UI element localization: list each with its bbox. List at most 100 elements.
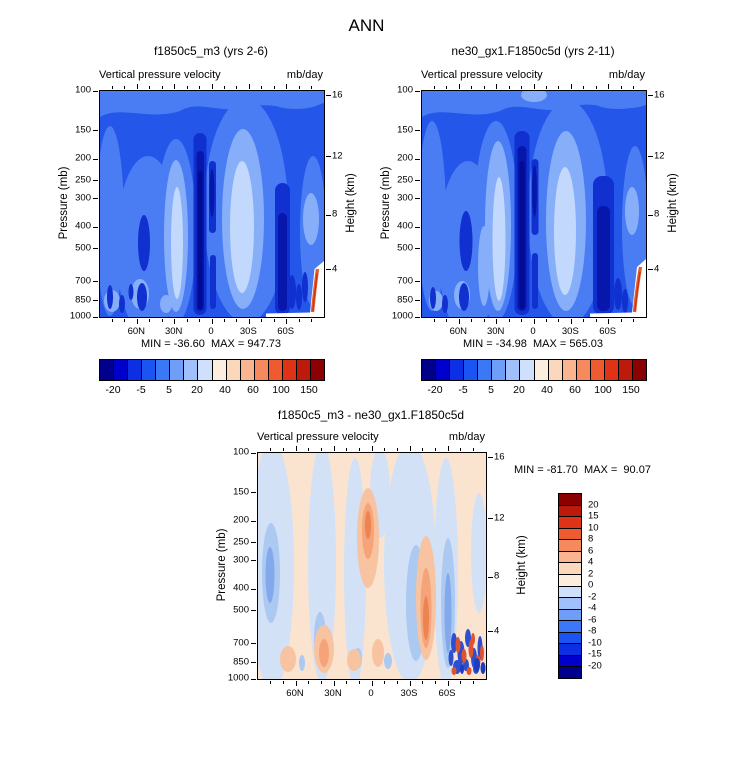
panel1-contour-plot [93,83,331,325]
colorbar-cell [559,644,581,656]
axis-tick [447,445,449,452]
colorbar-label: 20 [513,384,525,396]
colorbar-cell [559,632,581,645]
latitude-tick-label: 30S [239,326,257,337]
panel1-title: f1850c5_m3 (yrs 2-6) [153,44,269,58]
pressure-tick-label: 100 [233,446,249,458]
latitude-tick-label: 30S [561,326,579,337]
colorbar-label: 10 [588,522,599,533]
axis-tick [483,318,485,322]
axis-tick [415,90,421,92]
axis-tick [124,86,126,90]
height-tick-label: 16 [654,89,665,101]
axis-tick [186,318,188,322]
panel3-title: f1850c5_m3 - ne30_gx1.F1850c5d [277,408,465,422]
height-tick-label: 12 [332,150,343,162]
panel3-min-max-stats: MIN = -81.70 MAX = 90.07 [514,464,651,476]
axis-tick [111,86,113,90]
panel3-latitude-axis: 60N 30N 0 30S 60S [257,688,485,700]
colorbar-label: 6 [588,545,594,556]
pressure-tick-label: 400 [233,582,249,594]
axis-tick [93,281,99,283]
axis-tick [487,631,493,633]
axis-tick [273,318,275,322]
axis-tick [161,86,163,90]
colorbar-cell [492,360,507,380]
axis-tick [533,83,535,90]
colorbar-cell [506,360,521,380]
colorbar-cell [559,517,581,529]
axis-tick [647,156,653,158]
colorbar-cell [548,360,563,380]
pressure-tick-label: 500 [233,604,249,616]
axis-tick [308,448,310,452]
axis-tick [647,269,653,271]
pressure-tick-label: 250 [233,536,249,548]
axis-tick [422,680,424,684]
colorbar-label: -5 [458,384,468,396]
height-tick-label: 12 [494,512,505,524]
pressure-tick-label: 850 [397,294,413,306]
axis-tick [558,318,560,322]
panel2-pressure-axis-title: Pressure (mb) [380,166,392,240]
panel3-pressure-axis: 100 150 200 250 300 400 500 700 850 1000 [211,447,249,684]
latitude-tick-label: 30N [486,326,505,337]
axis-tick [460,448,462,452]
axis-tick [496,83,498,90]
panel1-colorbar [99,359,325,381]
colorbar-cell [632,360,646,380]
panel2-field-label: Vertical pressure velocity [421,69,543,81]
colorbar-cell [576,360,591,380]
colorbar-cell [310,360,324,380]
axis-tick [433,86,435,90]
panel1-contour-field [100,91,324,317]
panel3-contour-field [258,453,486,679]
axis-tick [583,318,585,322]
pressure-tick-label: 500 [75,242,91,254]
axis-tick [261,318,263,322]
axis-tick [186,86,188,90]
axis-tick [325,214,331,216]
colorbar-cell [450,360,465,380]
latitude-tick-label: 60S [599,326,617,337]
axis-tick [93,316,99,318]
colorbar-label: 150 [300,384,318,396]
colorbar-label: -5 [136,384,146,396]
axis-tick [298,318,300,322]
colorbar-cell [212,360,227,380]
figure-title: ANN [348,16,385,35]
latitude-tick-label: 30N [324,688,342,699]
pressure-tick-label: 200 [233,514,249,526]
axis-tick [311,318,313,322]
axis-tick [251,610,257,612]
colorbar-label: 20 [588,499,599,510]
pressure-tick-label: 1000 [391,310,413,322]
colorbar-cell [559,598,581,610]
latitude-tick-label: 60N [286,688,304,699]
axis-tick [358,448,360,452]
axis-tick [251,662,257,664]
pressure-tick-label: 700 [75,275,91,287]
axis-tick [396,448,398,452]
axis-tick [483,86,485,90]
colorbar-label: -8 [588,625,597,637]
axis-tick [273,86,275,90]
axis-tick [270,448,272,452]
pressure-tick-label: 300 [75,192,91,204]
pressure-tick-label: 100 [397,84,413,96]
colorbar-cell [520,360,535,380]
axis-tick [487,576,493,578]
axis-tick [251,643,257,645]
pressure-tick-label: 150 [233,486,249,498]
pressure-tick-label: 100 [75,84,91,96]
axis-tick [282,680,284,684]
colorbar-cell [464,360,479,380]
axis-tick [149,86,151,90]
colorbar-label: 100 [594,384,612,396]
colorbar-cell [590,360,605,380]
colorbar-cell [226,360,241,380]
axis-tick [211,83,213,90]
panel1-pressure-axis-title: Pressure (mb) [58,166,70,240]
colorbar-cell [559,586,581,599]
